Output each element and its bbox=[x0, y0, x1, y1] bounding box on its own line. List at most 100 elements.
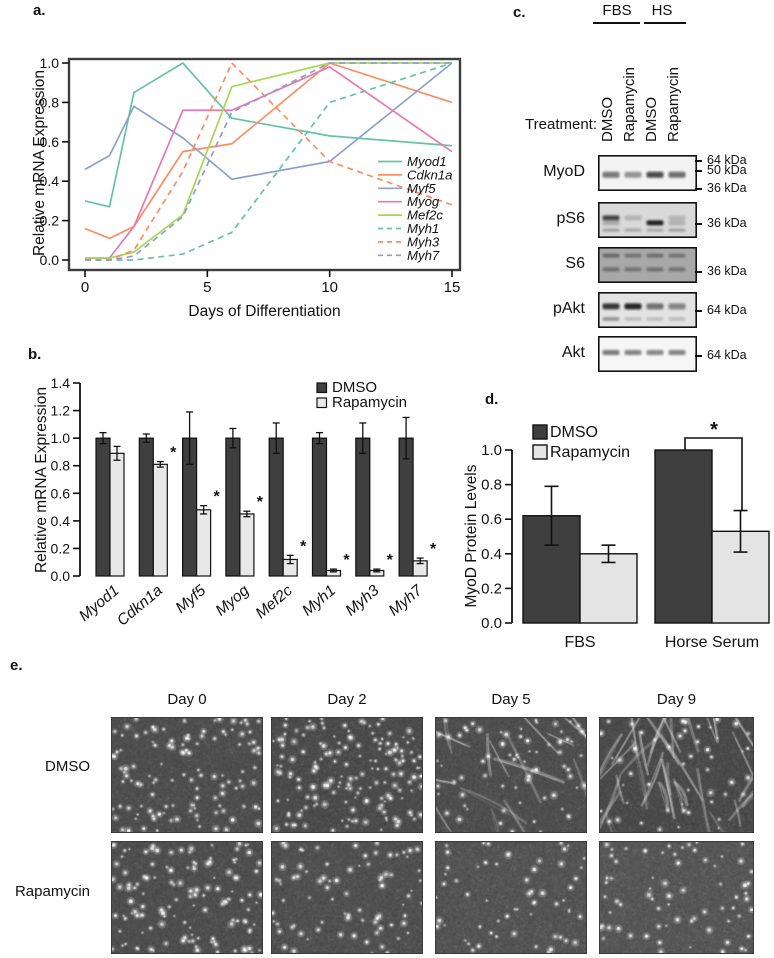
x-tick-label: 15 bbox=[444, 279, 461, 296]
y-tick-label: 0.4 bbox=[481, 546, 502, 563]
category-label-Myh7: Myh7 bbox=[386, 581, 427, 619]
category-label-Myh1: Myh1 bbox=[299, 582, 339, 619]
marker-dash bbox=[695, 309, 702, 312]
band-S6-lane3 bbox=[646, 253, 664, 258]
band-MyoD-lane1 bbox=[602, 171, 620, 178]
blot-bg bbox=[598, 247, 697, 283]
group-label-FBS: FBS bbox=[564, 634, 595, 651]
x-tick-label: 0 bbox=[81, 279, 89, 296]
hs-underline bbox=[644, 22, 686, 24]
category-label-Myf5: Myf5 bbox=[173, 582, 210, 617]
sig-bracket bbox=[684, 437, 743, 510]
y-tick-label: 1.0 bbox=[51, 430, 71, 446]
lane-label-3: DMSO bbox=[643, 97, 660, 142]
sig-asterisk: * bbox=[710, 419, 718, 441]
col-header-day5: Day 5 bbox=[491, 691, 531, 708]
marker-dash bbox=[695, 159, 702, 162]
band-MyoD-lane4 bbox=[668, 171, 686, 178]
band-S6-lane2 bbox=[624, 253, 642, 258]
row-header-dmso: DMSO bbox=[45, 758, 90, 775]
micrograph-rapamycin-day0 bbox=[111, 841, 263, 954]
band-pAkt-lane4 bbox=[668, 317, 686, 321]
row-header-rapamycin: Rapamycin bbox=[14, 883, 90, 900]
kda-marker-MyoD-50kDa: 50 kDa bbox=[695, 163, 747, 177]
y-tick-label: 0.4 bbox=[40, 173, 60, 189]
blot-label-myod: MyoD bbox=[543, 163, 585, 180]
blot-image-pS6 bbox=[598, 202, 697, 238]
legend-label-Myh7: Myh7 bbox=[407, 248, 440, 263]
lane-label-1: DMSO bbox=[599, 97, 616, 142]
panel-d-label: d. bbox=[485, 391, 499, 408]
y-tick-label: 1.4 bbox=[51, 375, 71, 391]
bar-DMSO-Myod1 bbox=[95, 437, 111, 577]
y-tick-label: 0.0 bbox=[40, 252, 60, 268]
category-label-Cdkn1a: Cdkn1a bbox=[114, 582, 166, 630]
x-axis-title: Days of Differentiation bbox=[188, 303, 340, 320]
sig-asterisk-Mef2c: * bbox=[300, 538, 307, 555]
band-pS6-lane3 bbox=[646, 220, 664, 226]
y-tick-label: 0.2 bbox=[40, 213, 60, 229]
legend-label-Myh3: Myh3 bbox=[407, 234, 440, 249]
col-header-day9: Day 9 bbox=[656, 691, 697, 708]
series-line-Myog bbox=[85, 66, 453, 259]
legend-swatch-Rapamycin bbox=[316, 397, 328, 409]
legend-label-DMSO: DMSO bbox=[550, 424, 598, 441]
fbs-underline bbox=[593, 22, 640, 24]
y-tick-label: 1.0 bbox=[40, 55, 60, 71]
micrograph-rapamycin-day5 bbox=[435, 841, 587, 954]
band-S6-lane1 bbox=[602, 253, 620, 258]
band-Akt-lane4 bbox=[668, 350, 686, 356]
bar-DMSO-Mef2c bbox=[268, 437, 284, 577]
y-tick-label: 0.8 bbox=[481, 477, 502, 494]
blot-label-ps6: pS6 bbox=[556, 210, 585, 227]
y-tick-label: 0.6 bbox=[51, 485, 71, 501]
sig-asterisk-Myog: * bbox=[257, 494, 264, 511]
category-label-Mef2c: Mef2c bbox=[253, 582, 296, 622]
kda-marker-MyoD-64kDa: 64 kDa bbox=[695, 153, 747, 167]
band-pS6-lane2 bbox=[624, 228, 642, 232]
plot-frame bbox=[67, 57, 462, 272]
series-line-Myh7 bbox=[85, 62, 452, 261]
y-tick-label: 0.8 bbox=[40, 94, 60, 110]
y-tick-label: 0.2 bbox=[51, 540, 71, 556]
lane-label-2: Rapamycin bbox=[621, 66, 638, 142]
band-pAkt-lane2 bbox=[624, 303, 642, 310]
bar-Rapamycin-Myog bbox=[239, 513, 255, 577]
y-tick-label: 1.2 bbox=[51, 403, 71, 419]
x-tick-label: 10 bbox=[321, 279, 338, 296]
legend-label-Rapamycin: Rapamycin bbox=[332, 394, 407, 411]
marker-label: 64 kDa bbox=[707, 153, 747, 167]
y-tick-label: 0.2 bbox=[481, 580, 502, 597]
kda-marker-MyoD-36kDa: 36 kDa bbox=[695, 181, 747, 195]
band-Akt-lane1 bbox=[602, 350, 620, 356]
blot-image-pAkt bbox=[598, 292, 697, 328]
marker-dash bbox=[695, 169, 702, 172]
kda-marker-Akt-64kDa: 64 kDa bbox=[695, 348, 747, 362]
category-label-Myog: Myog bbox=[213, 582, 253, 620]
bar-Rapamycin-Cdkn1a bbox=[152, 463, 168, 577]
micrograph-dmso-day9 bbox=[599, 717, 754, 833]
legend-label-Cdkn1a: Cdkn1a bbox=[407, 167, 452, 182]
y-tick-label: 0.8 bbox=[51, 458, 71, 474]
legend-label-Myog: Myog bbox=[407, 194, 440, 209]
band-pAkt-lane3 bbox=[646, 317, 664, 321]
legend-label-Rapamycin: Rapamycin bbox=[550, 444, 630, 461]
sig-asterisk-Myh1: * bbox=[343, 552, 350, 569]
y-axis-title: Relative mRNA Expression bbox=[33, 387, 50, 573]
y-tick-label: 0.6 bbox=[40, 134, 60, 150]
marker-label: 36 kDa bbox=[707, 264, 747, 278]
band-pS6-lane2 bbox=[624, 215, 642, 221]
lane-label-4: Rapamycin bbox=[665, 66, 682, 142]
sig-asterisk-Myh7: * bbox=[430, 541, 437, 558]
micrograph-dmso-day5 bbox=[435, 717, 587, 833]
marker-label: 36 kDa bbox=[707, 181, 747, 195]
series-line-Myod1 bbox=[84, 62, 453, 208]
panel-e-micrographs: Day 0 Day 2 Day 5 Day 9 DMSO Rapamycin bbox=[0, 655, 774, 958]
band-pAkt-lane1 bbox=[602, 317, 620, 321]
band-pS6-lane4 bbox=[668, 228, 686, 232]
band-S6-lane1 bbox=[602, 267, 620, 272]
sig-asterisk-Myf5: * bbox=[213, 489, 220, 506]
legend-label-Myod1: Myod1 bbox=[407, 154, 447, 169]
